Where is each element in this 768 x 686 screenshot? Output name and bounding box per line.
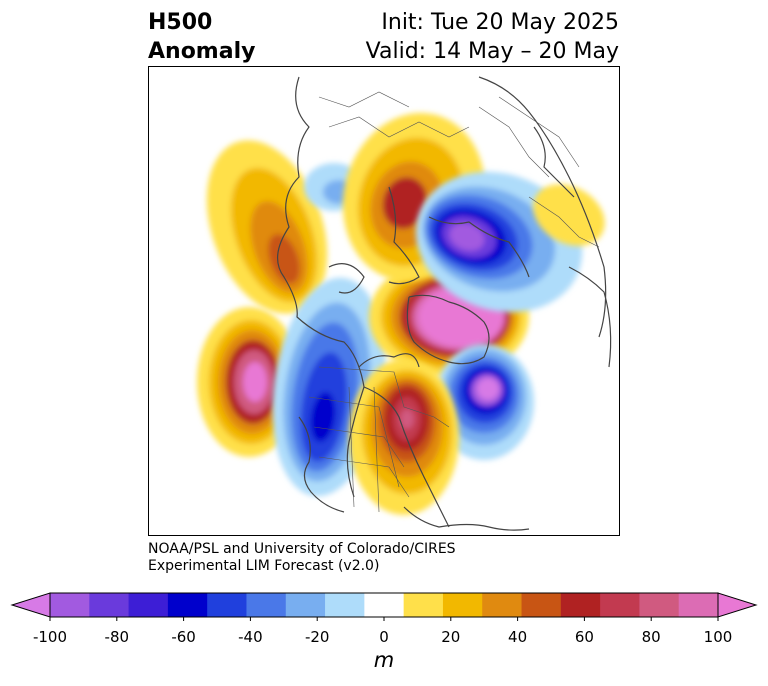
colorbar: [0, 585, 768, 625]
colorbar-tick-label: -80: [104, 628, 130, 646]
colorbar-extension-high: [717, 592, 758, 618]
colorbar-bin: [442, 593, 483, 617]
colorbar-bin: [482, 593, 523, 617]
colorbar-tick-label: 0: [379, 628, 389, 646]
colorbar-bin: [325, 593, 365, 617]
credit-line-1: NOAA/PSL and University of Colorado/CIRE…: [148, 541, 456, 557]
colorbar-tick-label: -20: [304, 628, 330, 646]
colorbar-ticks: -100 -80 -60 -40 -20 0 20 40 60 80 100: [0, 628, 768, 648]
colorbar-bin: [50, 593, 90, 617]
colorbar-bin: [403, 593, 444, 617]
init-date: Init: Tue 20 May 2025: [381, 10, 619, 35]
map-dates: Init: Tue 20 May 2025 Valid: 14 May – 20…: [366, 8, 619, 66]
colorbar-tick-label: 60: [574, 628, 594, 646]
anomaly-positive-northeast: [533, 184, 605, 246]
valid-range: Valid: 14 May – 20 May: [365, 39, 619, 64]
anomaly-positive-north-pacific: [197, 307, 301, 457]
colorbar-tick-label: 40: [508, 628, 528, 646]
colorbar-tick-label: -100: [32, 628, 68, 646]
colorbar-bin: [246, 593, 287, 617]
colorbar-bin: [560, 593, 601, 617]
colorbar-bin: [128, 593, 169, 617]
colorbar-bin: [364, 593, 405, 617]
map-title: H500 Anomaly: [148, 8, 255, 66]
anomaly-map: [148, 66, 620, 536]
anomaly-positive-central-america: [349, 359, 459, 515]
colorbar-bin: [89, 593, 130, 617]
colorbar-unit: m: [373, 648, 395, 672]
title-field: Anomaly: [148, 39, 256, 64]
colorbar-bin: [167, 593, 208, 617]
title-variable: H500: [148, 10, 213, 35]
credit-line-2: Experimental LIM Forecast (v2.0): [148, 558, 380, 574]
colorbar-bin: [678, 593, 719, 617]
colorbar-tick-label: 80: [641, 628, 661, 646]
colorbar-bin: [521, 593, 562, 617]
colorbar-tick-label: 20: [441, 628, 461, 646]
colorbar-bin: [285, 593, 326, 617]
colorbar-tick-label: 100: [703, 628, 733, 646]
anomaly-negative-atlantic: [434, 344, 534, 460]
colorbar-bin: [639, 593, 680, 617]
colorbar-bin: [207, 593, 247, 617]
colorbar-tick-label: -40: [238, 628, 263, 646]
colorbar-bin: [600, 593, 640, 617]
colorbar-extension-low: [10, 592, 51, 618]
borders: [308, 91, 600, 513]
coastlines: [277, 76, 612, 531]
colorbar-tick-label: -60: [171, 628, 196, 646]
source-credit: NOAA/PSL and University of Colorado/CIRE…: [148, 541, 456, 575]
